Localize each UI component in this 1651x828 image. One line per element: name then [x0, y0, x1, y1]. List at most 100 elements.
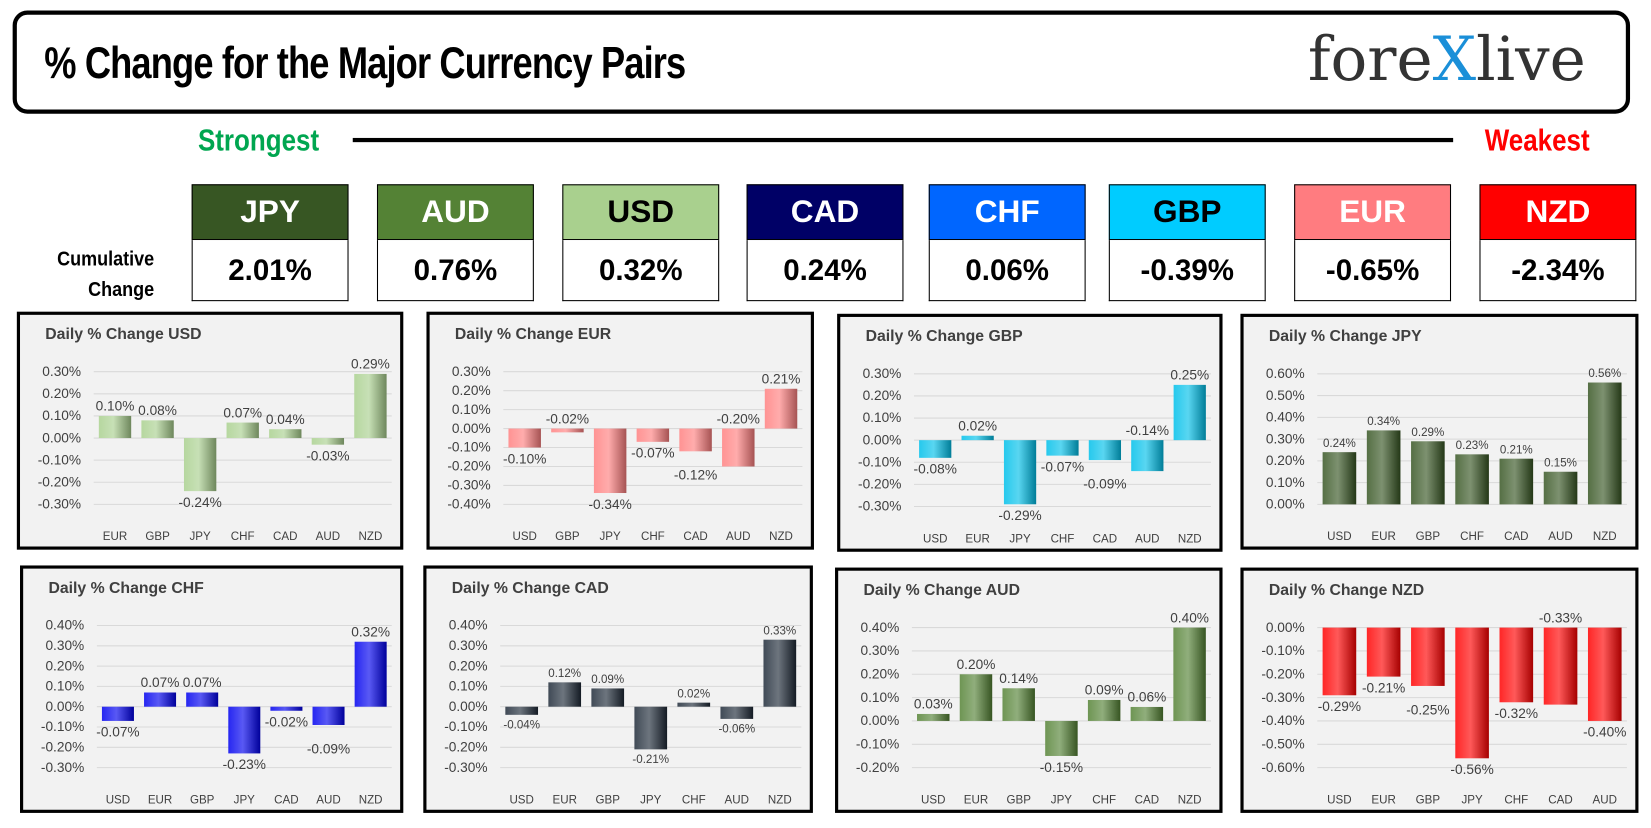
- x-tick-label: EUR: [552, 794, 576, 806]
- x-tick-label: AUD: [1548, 531, 1572, 543]
- x-tick-label: NZD: [1178, 794, 1202, 806]
- chart-title: Daily % Change EUR: [454, 325, 612, 344]
- x-tick-label: EUR: [103, 531, 127, 543]
- data-label: 0.34%: [1367, 416, 1400, 428]
- y-tick-label: -0.20%: [447, 459, 490, 474]
- bar-jpy: [183, 438, 217, 492]
- x-tick-label: JPY: [600, 531, 622, 543]
- title-box: % Change for the Major Currency Pairs fo…: [12, 10, 1631, 114]
- cumulative-value: -0.39%: [1108, 240, 1266, 302]
- y-tick-label: -0.20%: [38, 474, 81, 489]
- x-tick-label: NZD: [768, 794, 792, 806]
- data-label: 0.32%: [351, 624, 390, 639]
- bar-eur: [548, 682, 582, 707]
- y-tick-label: 0.00%: [45, 699, 84, 714]
- bar-cad: [270, 706, 303, 711]
- y-tick-label: 0.30%: [449, 638, 488, 653]
- data-label: -0.33%: [1539, 610, 1582, 625]
- bar-nzd: [763, 639, 797, 707]
- y-tick-label: 0.30%: [860, 643, 899, 658]
- data-label: -0.07%: [96, 725, 139, 740]
- x-tick-label: JPY: [1461, 794, 1483, 806]
- data-label: -0.02%: [265, 715, 308, 730]
- data-label: 0.04%: [266, 412, 305, 427]
- x-tick-label: CHF: [231, 531, 255, 543]
- data-label: -0.09%: [307, 741, 350, 756]
- data-label: -0.56%: [1450, 762, 1493, 777]
- chart-title: Daily % Change AUD: [863, 581, 1020, 600]
- bar-cad: [679, 428, 712, 452]
- bar-chf: [1455, 454, 1489, 505]
- x-tick-label: CAD: [1093, 533, 1117, 545]
- x-tick-label: AUD: [1135, 533, 1159, 545]
- bar-chf: [677, 702, 711, 707]
- x-tick-label: CAD: [273, 531, 297, 543]
- x-tick-label: USD: [921, 794, 945, 806]
- data-label: -0.21%: [1362, 680, 1405, 695]
- bar-aud: [720, 706, 754, 719]
- y-tick-label: -0.10%: [41, 719, 84, 734]
- data-label: -0.20%: [717, 411, 760, 426]
- bar-cad: [269, 429, 302, 439]
- x-tick-label: CHF: [682, 794, 706, 806]
- bar-eur: [961, 435, 994, 441]
- y-tick-label: 0.40%: [45, 618, 84, 633]
- x-tick-label: JPY: [640, 794, 662, 806]
- data-label: -0.40%: [1583, 725, 1626, 740]
- bar-chart: 0.60% 0.50% 0.40% 0.30% 0.20% 0.10% 0.00% USD EU…: [1266, 366, 1627, 543]
- y-tick-label: 0.00%: [42, 430, 81, 445]
- bar-gbp: [186, 692, 219, 707]
- x-tick-label: CAD: [1504, 531, 1528, 543]
- y-tick-label: -0.20%: [858, 477, 901, 492]
- x-tick-label: AUD: [316, 531, 340, 543]
- forexlive-logo: foreXlive: [1307, 23, 1586, 95]
- y-tick-label: -0.30%: [41, 760, 84, 775]
- bar-usd: [505, 706, 539, 715]
- y-tick-label: 0.50%: [1266, 388, 1305, 403]
- x-tick-label: GBP: [1416, 531, 1441, 543]
- bar-cad: [1130, 706, 1164, 721]
- bar-chart: 0.30% 0.20% 0.10% 0.00% -0.10% -0.20% -0.30% EU…: [38, 357, 392, 543]
- bar-chf: [636, 428, 670, 442]
- bar-gbp: [1411, 627, 1445, 686]
- data-label: 0.09%: [591, 674, 624, 686]
- cumulative-change-label: Cumulative Change: [48, 244, 154, 305]
- y-tick-label: 0.00%: [863, 432, 902, 447]
- bar-eur: [144, 692, 177, 707]
- data-label: -0.14%: [1126, 423, 1169, 438]
- x-tick-label: USD: [1327, 794, 1351, 806]
- y-tick-label: 0.40%: [1266, 410, 1305, 425]
- data-label: 0.03%: [914, 697, 953, 712]
- chart-panel: Daily % Change NZD 0.00% -0.10% -0.20% -0.30…: [1240, 567, 1639, 813]
- x-tick-label: NZD: [359, 794, 383, 806]
- y-tick-label: 0.40%: [449, 618, 488, 633]
- x-tick-label: USD: [106, 794, 130, 806]
- strongest-label: Strongest: [197, 124, 320, 158]
- cumulative-value: 0.06%: [928, 240, 1086, 302]
- bar-aud: [1543, 471, 1578, 505]
- data-label: 0.09%: [1085, 683, 1124, 698]
- x-tick-label: USD: [512, 531, 536, 543]
- y-tick-label: 0.00%: [1266, 620, 1305, 635]
- x-tick-label: NZD: [359, 531, 383, 543]
- data-label: 0.15%: [1544, 457, 1577, 469]
- currency-name: NZD: [1479, 184, 1637, 241]
- y-tick-label: 0.10%: [1266, 475, 1305, 490]
- x-tick-label: GBP: [555, 531, 580, 543]
- currency-box-aud: AUD 0.76%: [376, 184, 534, 302]
- x-tick-label: CHF: [1460, 531, 1484, 543]
- data-label: 0.02%: [677, 688, 710, 700]
- bar-usd: [101, 706, 134, 721]
- cumulative-value: -2.34%: [1479, 240, 1637, 302]
- data-label: -0.25%: [1406, 702, 1449, 717]
- data-label: -0.09%: [1083, 476, 1126, 491]
- bar-usd: [1322, 627, 1357, 696]
- cumulative-label-line2: Change: [88, 279, 155, 302]
- x-tick-label: USD: [923, 533, 947, 545]
- data-label: -0.29%: [1318, 699, 1361, 714]
- y-tick-label: 0.10%: [449, 679, 488, 694]
- data-label: 0.10%: [96, 399, 135, 414]
- bar-jpy: [1045, 720, 1078, 756]
- data-label: -0.34%: [588, 497, 631, 512]
- data-label: -0.10%: [503, 451, 546, 466]
